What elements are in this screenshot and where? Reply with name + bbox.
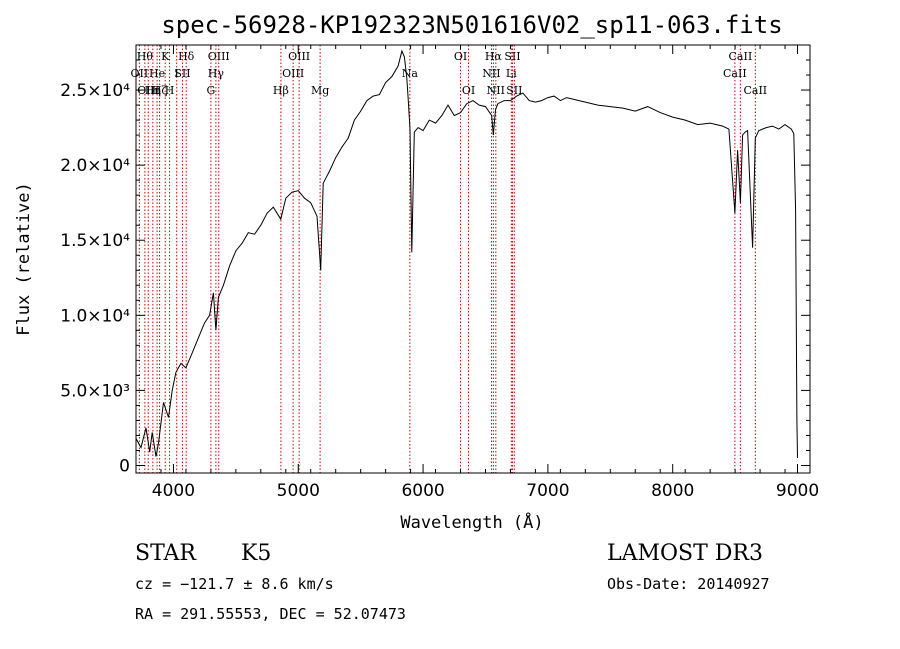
spectral-line-label: OI bbox=[462, 84, 475, 97]
spectral-line-label: OI bbox=[454, 50, 467, 63]
coordinates: RA = 291.55553, DEC = 52.07473 bbox=[135, 605, 406, 623]
spectral-line-label: OIII bbox=[288, 50, 310, 63]
spectral-line-label: SII bbox=[506, 84, 522, 97]
spectral-line-label: He bbox=[149, 67, 165, 80]
spectral-line-label: OIII bbox=[137, 84, 159, 97]
spectral-line-label: NII bbox=[487, 84, 505, 97]
y-tick-label: 5.0×10³ bbox=[60, 381, 130, 401]
spectral-line-labels: OIIHθOIIIHηHeHζKHISIIHδGHγOIIIHβOIIIOIII… bbox=[131, 50, 768, 97]
y-tick-label: 0 bbox=[119, 456, 130, 476]
spectral-line-label: Na bbox=[402, 67, 419, 80]
spectral-line-label: Li bbox=[506, 67, 517, 80]
y-tick-label: 2.0×10⁴ bbox=[60, 156, 130, 176]
x-axis-ticks: 4000 5000 6000 7000 8000 9000 bbox=[135, 45, 819, 501]
spectral-line-label: Hα bbox=[485, 50, 503, 63]
spectrum-series-line bbox=[135, 49, 798, 459]
spectral-line-label: Hβ bbox=[273, 84, 289, 97]
spectral-line-markers bbox=[138, 45, 756, 473]
spectral-line-label: Hγ bbox=[208, 67, 225, 80]
spectral-line-label: Hθ bbox=[137, 50, 154, 63]
x-tick-label: 7000 bbox=[526, 481, 569, 501]
spectral-line-label: SII bbox=[174, 67, 190, 80]
chart-title: spec-56928-KP192323N501616V02_sp11-063.f… bbox=[161, 11, 782, 39]
y-tick-label: 2.5×10⁴ bbox=[60, 81, 130, 101]
spectral-line-label: OII bbox=[131, 67, 149, 80]
survey-name: LAMOST DR3 bbox=[607, 541, 763, 566]
x-tick-label: 8000 bbox=[651, 481, 694, 501]
spectral-line-label: OIII bbox=[282, 67, 304, 80]
spectral-line-label: Mg bbox=[311, 84, 329, 97]
spectral-line-label: Hη bbox=[145, 84, 161, 97]
y-tick-label: 1.0×10⁴ bbox=[60, 306, 130, 326]
spectral-line-label: OIII bbox=[208, 50, 230, 63]
spectral-line-label: I bbox=[175, 67, 179, 80]
redshift-readout: cz = −121.7 ± 8.6 km/s bbox=[135, 575, 334, 593]
obs-date: Obs-Date: 20140927 bbox=[607, 575, 770, 593]
spectral-line-label: CaII bbox=[729, 50, 753, 63]
x-tick-label: 9000 bbox=[776, 481, 819, 501]
spectral-line-label: Hζ bbox=[152, 84, 168, 97]
x-axis-label: Wavelength (Å) bbox=[400, 511, 543, 533]
spectral-line-label: K bbox=[161, 50, 170, 63]
object-subclass: K5 bbox=[241, 541, 271, 566]
spectral-line-label: NII bbox=[482, 67, 500, 80]
spectral-line-label: CaII bbox=[723, 67, 747, 80]
object-class: STAR bbox=[135, 541, 197, 566]
spectral-line-label: H bbox=[165, 84, 175, 97]
x-tick-label: 6000 bbox=[401, 481, 444, 501]
plot-frame bbox=[135, 44, 811, 474]
spectral-line-label: G bbox=[206, 84, 215, 97]
x-tick-label: 4000 bbox=[152, 481, 195, 501]
spectral-line-label: CaII bbox=[743, 84, 767, 97]
spectral-line-label: Hδ bbox=[178, 50, 195, 63]
y-tick-label: 1.5×10⁴ bbox=[60, 231, 130, 251]
y-axis-ticks: 0 5.0×10³ 1.0×10⁴ 1.5×10⁴ 2.0×10⁴ 2.5×10⁴ bbox=[60, 44, 810, 476]
spectral-line-label: SII bbox=[504, 50, 520, 63]
y-axis-label: Flux (relative) bbox=[14, 182, 34, 336]
x-tick-label: 5000 bbox=[277, 481, 320, 501]
